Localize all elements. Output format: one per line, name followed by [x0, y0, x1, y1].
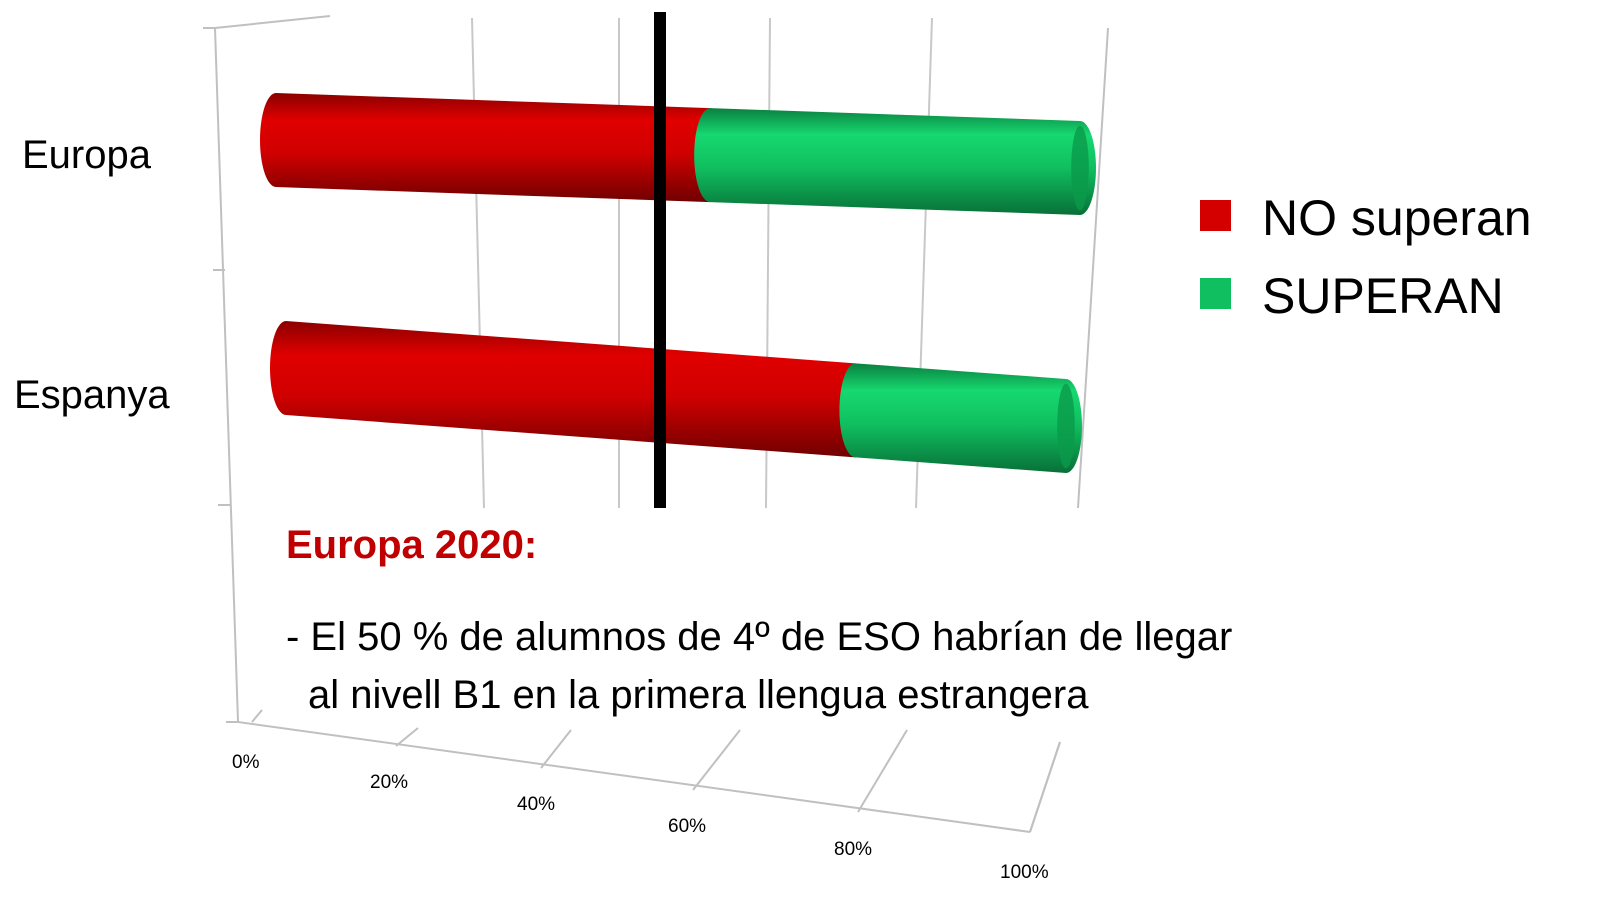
- floor-line-100%: [1029, 741, 1061, 833]
- legend-swatch-SUPERAN: [1200, 278, 1231, 309]
- tick-label-100%: 100%: [1000, 862, 1049, 883]
- bar-Espanya-SUPERAN: [839, 363, 1082, 473]
- tick-label-60%: 60%: [668, 816, 706, 837]
- legend-swatch-NO superan: [1200, 200, 1231, 231]
- floor-line-0%: [251, 709, 263, 723]
- gridline-20%: [471, 17, 485, 509]
- bar-Espanya-NO superan: [270, 321, 872, 458]
- annotation-line-2: al nivell B1 en la primera llengua estra…: [308, 673, 1089, 717]
- frame-top-left: [214, 15, 331, 29]
- category-labels: Europa Espanya: [14, 133, 170, 417]
- bar-cap-Europa: [1071, 125, 1089, 211]
- floor-line-20%: [395, 727, 419, 747]
- tick-label-40%: 40%: [517, 794, 555, 815]
- floor-line-60%: [692, 729, 741, 791]
- frame-right-back: [1077, 27, 1109, 509]
- category-label-Europa: Europa: [22, 133, 152, 177]
- legend: NO superan SUPERAN: [1200, 190, 1532, 324]
- tick-label-20%: 20%: [370, 772, 408, 793]
- legend-label-SUPERAN: SUPERAN: [1262, 268, 1504, 324]
- floor-line-40%: [540, 729, 572, 769]
- bar-Europa-SUPERAN: [694, 108, 1096, 215]
- floor-line-80%: [857, 729, 908, 813]
- bar-Europa-NO superan: [260, 93, 727, 203]
- annotation-title: Europa 2020:: [286, 523, 538, 567]
- legend-label-NO superan: NO superan: [1262, 190, 1532, 246]
- annotation-line-1: - El 50 % de alumnos de 4º de ESO habría…: [286, 615, 1233, 659]
- bar-cap-Espanya: [1057, 383, 1075, 469]
- x-axis-ticks: 0% 20% 40% 60% 80% 100%: [232, 752, 1049, 883]
- tick-label-0%: 0%: [232, 752, 260, 773]
- tick-label-80%: 80%: [834, 839, 872, 860]
- bars: [260, 93, 1096, 473]
- category-label-Espanya: Espanya: [14, 373, 170, 417]
